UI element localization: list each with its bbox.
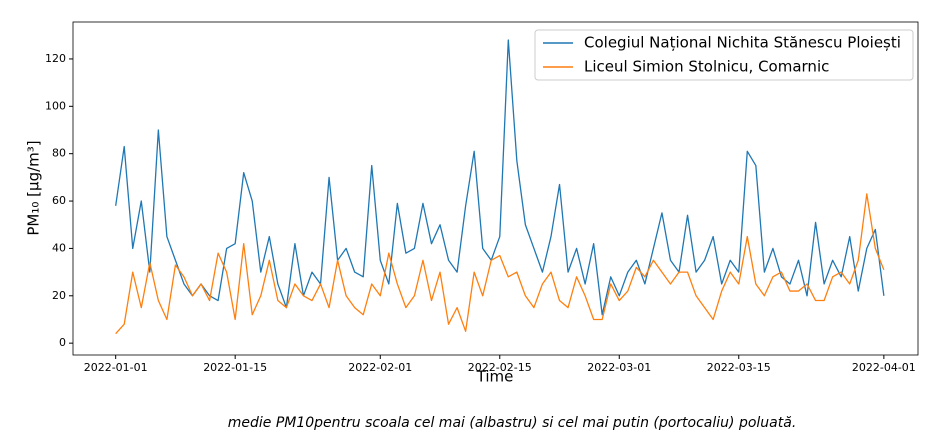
- plot-frame: [72, 21, 919, 356]
- y-tick-label: 120: [45, 52, 66, 65]
- x-tick-label: 2022-02-15: [468, 361, 532, 374]
- y-tick-label: 80: [52, 147, 66, 160]
- series-line: [115, 39, 885, 316]
- y-tick-label: 20: [52, 289, 66, 302]
- caption: medie PM10pentru scoala cel mai (albastr…: [228, 415, 797, 431]
- legend-label: Colegiul Național Nichita Stănescu Ploie…: [584, 34, 901, 52]
- y-axis-label: PM₁₀ [μg/m³]: [25, 140, 43, 235]
- x-tick-label: 2022-01-15: [203, 361, 267, 374]
- x-tick-label: 2022-03-01: [587, 361, 651, 374]
- x-tick-label: 2022-02-01: [348, 361, 412, 374]
- x-tick-label: 2022-04-01: [852, 361, 916, 374]
- series-line: [115, 193, 885, 335]
- x-tick-label: 2022-01-01: [84, 361, 148, 374]
- legend-box: [534, 29, 914, 81]
- y-tick-label: 100: [45, 99, 66, 112]
- legend-label: Liceul Simion Stolnicu, Comarnic: [584, 58, 829, 76]
- y-tick-label: 40: [52, 241, 66, 254]
- x-tick-label: 2022-03-15: [707, 361, 771, 374]
- y-tick-label: 60: [52, 194, 66, 207]
- x-axis-label: Time: [476, 368, 514, 386]
- y-tick-label: 0: [59, 336, 66, 349]
